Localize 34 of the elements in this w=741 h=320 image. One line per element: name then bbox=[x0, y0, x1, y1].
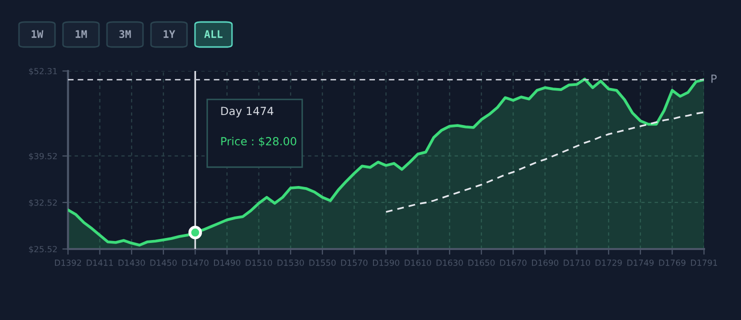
y-tick-label: $25.52 bbox=[29, 246, 57, 254]
x-tick-label: D1490 bbox=[214, 260, 240, 266]
x-tick-label: D1610 bbox=[404, 260, 432, 266]
text: 1Y bbox=[164, 30, 176, 38]
x-tick-label: D1690 bbox=[532, 260, 558, 266]
x-tick-label: D1590 bbox=[373, 260, 400, 266]
x-tick-label: D1470 bbox=[182, 260, 208, 266]
text: 1W bbox=[32, 30, 44, 38]
x-tick-label: D1630 bbox=[436, 260, 463, 266]
x-tick-label: D1769 bbox=[659, 260, 686, 266]
line-series bbox=[385, 111, 704, 213]
x-tick-label: D1570 bbox=[341, 260, 368, 266]
x-tick-label: D1411 bbox=[86, 260, 113, 266]
x-tick-label: D1791 bbox=[691, 260, 718, 266]
text: 1M bbox=[76, 30, 87, 38]
x-tick-label: D1650 bbox=[468, 260, 495, 266]
x-tick-label: D1670 bbox=[500, 260, 526, 266]
annotation: Day 1474 bbox=[221, 106, 274, 118]
text: 3M bbox=[119, 30, 131, 38]
ref-line-label: P bbox=[711, 74, 717, 83]
y-tick-label: $39.52 bbox=[29, 152, 57, 160]
annotation: Price : $28.00 bbox=[221, 136, 296, 147]
x-tick-label: D1510 bbox=[246, 260, 272, 266]
x-tick-label: D1550 bbox=[309, 260, 336, 266]
x-tick-label: D1729 bbox=[596, 260, 622, 266]
text: ALL bbox=[204, 30, 222, 38]
y-tick-label: $52.31 bbox=[29, 68, 57, 76]
x-tick-label: D1749 bbox=[627, 260, 654, 266]
x-tick-label: D1430 bbox=[118, 260, 145, 266]
x-tick-label: D1530 bbox=[278, 260, 304, 266]
x-tick-label: D1392 bbox=[55, 260, 81, 266]
x-tick-label: D1450 bbox=[150, 260, 177, 266]
y-tick-label: $32.52 bbox=[29, 199, 57, 207]
x-tick-label: D1710 bbox=[564, 260, 590, 266]
